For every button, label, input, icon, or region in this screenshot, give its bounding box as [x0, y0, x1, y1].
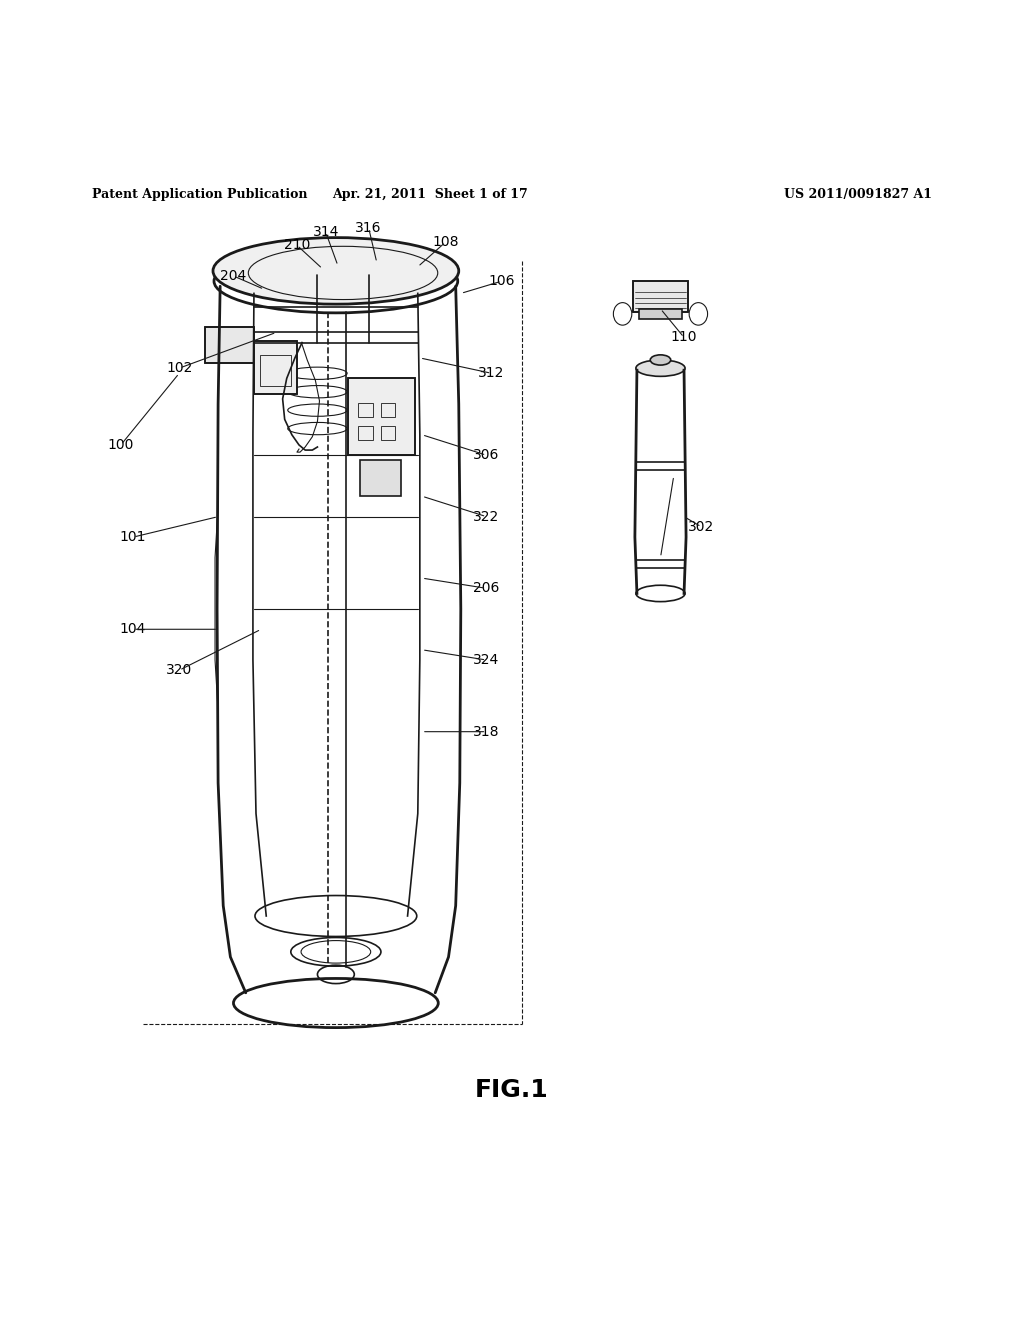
Text: 106: 106	[488, 275, 515, 288]
Text: 102: 102	[166, 362, 193, 375]
Ellipse shape	[233, 978, 438, 1027]
Text: 100: 100	[108, 438, 134, 451]
Bar	[260, 355, 291, 385]
Text: 322: 322	[473, 510, 500, 524]
Bar	[639, 309, 682, 319]
Ellipse shape	[636, 585, 685, 602]
Text: 206: 206	[473, 581, 500, 595]
Text: Patent Application Publication: Patent Application Publication	[92, 187, 307, 201]
Text: 108: 108	[432, 235, 459, 249]
Bar	[633, 281, 688, 312]
Bar	[254, 341, 297, 393]
Text: 324: 324	[473, 653, 500, 667]
Bar	[633, 281, 688, 312]
Bar	[381, 403, 395, 417]
Text: 316: 316	[355, 220, 382, 235]
Bar	[381, 425, 395, 440]
Ellipse shape	[214, 249, 458, 313]
Text: 320: 320	[166, 663, 193, 677]
Bar	[360, 461, 401, 496]
Text: Apr. 21, 2011  Sheet 1 of 17: Apr. 21, 2011 Sheet 1 of 17	[332, 187, 528, 201]
Ellipse shape	[213, 238, 459, 304]
Bar	[348, 379, 415, 455]
Bar	[254, 341, 297, 393]
Text: 104: 104	[120, 622, 146, 636]
Text: 210: 210	[284, 239, 310, 252]
Text: 306: 306	[473, 449, 500, 462]
Text: 302: 302	[688, 520, 715, 533]
Text: 312: 312	[478, 366, 505, 380]
Text: 101: 101	[120, 531, 146, 544]
Ellipse shape	[255, 895, 417, 936]
Bar	[205, 327, 254, 363]
Bar	[205, 327, 254, 363]
Bar	[358, 425, 373, 440]
Text: FIG.1: FIG.1	[475, 1078, 549, 1102]
Ellipse shape	[636, 360, 685, 376]
Bar	[348, 379, 415, 455]
Text: US 2011/0091827 A1: US 2011/0091827 A1	[783, 187, 932, 201]
Text: 110: 110	[671, 330, 697, 345]
Bar	[358, 403, 373, 417]
Text: 204: 204	[220, 269, 247, 282]
Text: 314: 314	[312, 224, 339, 239]
Text: 318: 318	[473, 725, 500, 739]
Ellipse shape	[650, 355, 671, 366]
